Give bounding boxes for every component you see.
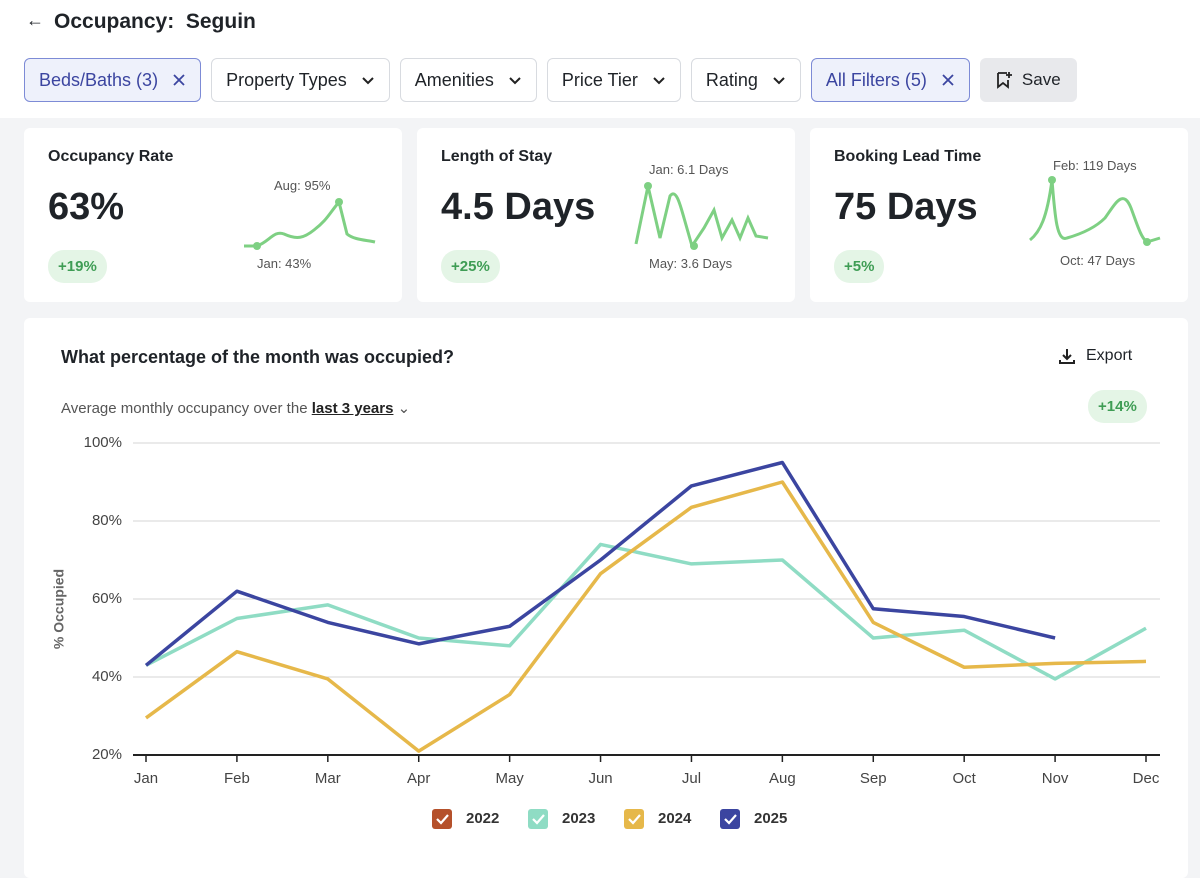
filter-label: All Filters (5) — [825, 69, 927, 90]
x-tick-label: Aug — [769, 770, 796, 787]
card-value: 75 Days — [834, 186, 978, 228]
card-value: 4.5 Days — [441, 186, 596, 228]
metric-card: Occupancy Rate 63% +19% Aug: 95% Jan: 43… — [24, 128, 402, 302]
legend-checkbox[interactable] — [720, 809, 740, 829]
x-tick-label: Oct — [953, 770, 977, 787]
chevron-icon — [653, 77, 665, 85]
card-value: 63% — [48, 186, 125, 228]
legend-label: 2023 — [562, 810, 595, 827]
x-tick-label: Nov — [1042, 770, 1069, 787]
series-line — [144, 460, 1056, 667]
filter-label: Price Tier — [561, 69, 638, 90]
y-tick-label: 20% — [92, 746, 122, 763]
filter-chip[interactable]: Price Tier — [546, 58, 681, 102]
filter-label: Beds/Baths (3) — [39, 69, 159, 90]
chevron-icon — [509, 77, 521, 85]
filter-chip[interactable]: Beds/Baths (3) — [24, 58, 202, 102]
legend-check — [436, 814, 449, 825]
x-tick-label: Apr — [407, 770, 430, 787]
filter-label: Property Types — [226, 69, 347, 90]
legend-check — [628, 814, 641, 825]
chart-card: What percentage of the month was occupie… — [24, 318, 1188, 878]
save-icon — [997, 72, 1012, 89]
chart-title: What percentage of the month was occupie… — [61, 347, 455, 367]
spark-high: Jan: 6.1 Days — [649, 162, 729, 177]
filter-chip[interactable]: Property Types — [211, 58, 390, 102]
spark-low: May: 3.6 Days — [649, 256, 733, 271]
series-line — [145, 542, 1147, 681]
legend-check — [532, 814, 545, 825]
card-change: +25% — [441, 250, 500, 283]
sparkline — [634, 182, 769, 250]
save-button[interactable]: Save — [979, 58, 1077, 102]
y-tick-label: 40% — [92, 668, 122, 685]
x-tick-label: Sep — [860, 770, 887, 787]
y-tick-label: 60% — [92, 590, 122, 607]
metric-card: Length of Stay 4.5 Days +25% Jan: 6.1 Da… — [417, 128, 795, 302]
sparkline — [244, 198, 376, 250]
filter-chip[interactable]: All Filters (5) — [810, 58, 970, 102]
y-tick-label: 80% — [92, 512, 122, 529]
sparkline — [1029, 176, 1161, 246]
filter-chip[interactable]: Amenities — [399, 58, 537, 102]
filter-chip[interactable]: Rating — [690, 58, 801, 102]
subtitle-text: Average monthly occupancy over the — [61, 400, 308, 417]
spark-high: Feb: 119 Days — [1053, 158, 1137, 173]
chart-change: +14% — [1088, 390, 1147, 423]
legend-checkbox[interactable] — [432, 809, 452, 829]
x-tick-label: Jun — [588, 770, 612, 787]
legend-label: 2025 — [754, 810, 787, 827]
export-label: Export — [1086, 347, 1133, 364]
x-tick-label: Feb — [224, 770, 250, 787]
remove-icon — [942, 74, 954, 86]
card-title: Occupancy Rate — [48, 148, 174, 165]
spark-low: Jan: 43% — [257, 256, 312, 271]
period-selector[interactable]: last 3 years — [311, 400, 394, 417]
chevron-icon — [773, 77, 785, 85]
remove-icon — [173, 74, 185, 86]
spark-low: Oct: 47 Days — [1060, 253, 1136, 268]
page-title: Occupancy: Seguin — [54, 10, 256, 33]
legend-label: 2022 — [466, 810, 499, 827]
filter-label: Amenities — [414, 69, 494, 90]
y-tick-label: 100% — [84, 434, 122, 451]
y-axis-label: % Occupied — [51, 569, 67, 649]
series-line — [144, 480, 1147, 753]
card-title: Length of Stay — [441, 148, 553, 165]
export-icon — [1059, 349, 1075, 364]
metric-card: Booking Lead Time 75 Days +5% Feb: 119 D… — [810, 128, 1188, 302]
x-tick-label: Jul — [682, 770, 701, 787]
legend-checkbox[interactable] — [528, 809, 548, 829]
export-button[interactable]: Export — [1058, 347, 1132, 365]
filter-label: Rating — [705, 69, 758, 90]
back-button[interactable]: ← — [26, 10, 44, 30]
x-tick-label: Jan — [134, 770, 158, 787]
header-bar: ← Occupancy: Seguin Beds/Baths (3) Proper… — [0, 0, 1200, 118]
card-change: +19% — [48, 250, 107, 283]
chart-subtitle: Average monthly occupancy over the last … — [61, 400, 411, 417]
x-tick-label: Dec — [1133, 770, 1160, 787]
chevron-icon — [362, 77, 374, 85]
filter-bar: Beds/Baths (3) Property Types Amenities Pri… — [24, 58, 1077, 102]
x-tick-label: Mar — [315, 770, 341, 787]
save-label: Save — [1021, 70, 1061, 89]
spark-high: Aug: 95% — [274, 178, 331, 193]
legend-check — [724, 814, 737, 825]
card-change: +5% — [834, 250, 885, 283]
x-tick-label: May — [495, 770, 524, 787]
legend-label: 2024 — [658, 810, 692, 827]
legend-checkbox[interactable] — [624, 809, 644, 829]
card-title: Booking Lead Time — [834, 148, 982, 165]
